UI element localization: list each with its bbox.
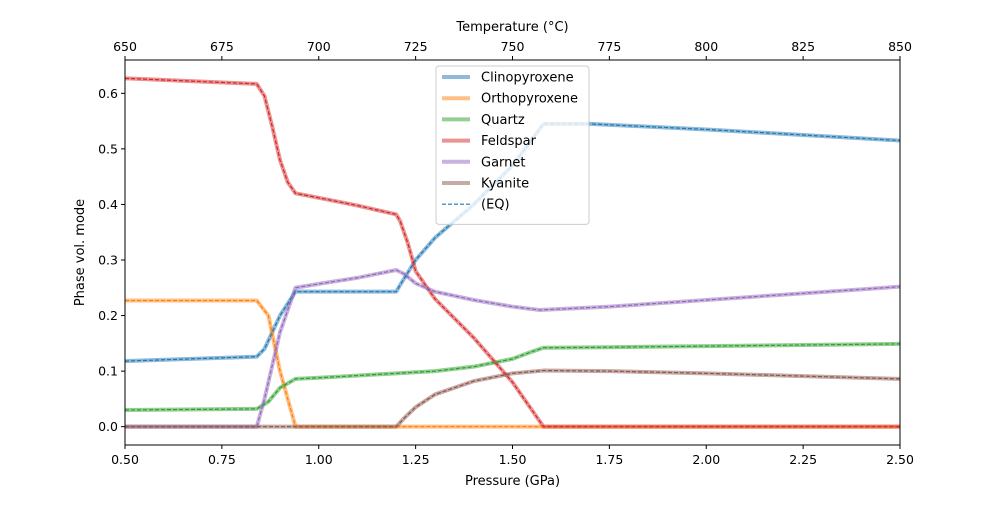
top-tick-label: 725 xyxy=(404,39,428,54)
top-tick-label: 750 xyxy=(501,39,525,54)
top-tick-label: 675 xyxy=(210,39,234,54)
top-tick-label: 800 xyxy=(694,39,718,54)
eq-line-quartz xyxy=(124,343,901,411)
x-tick-label: 1.50 xyxy=(499,452,527,467)
y-axis-title: Phase vol. mode xyxy=(73,199,88,306)
y-tick-label: 0.1 xyxy=(98,364,118,379)
x-tick-label: 0.50 xyxy=(111,452,139,467)
legend-label-feldspar: Feldspar xyxy=(481,134,537,149)
legend-frame xyxy=(435,65,590,225)
bottom-x-axis: 0.50 0.75 1.00 1.25 1.50 1.75 2.00 2.25 2.50 xyxy=(111,445,914,467)
x-tick-label: 2.00 xyxy=(692,452,720,467)
top-tick-label: 650 xyxy=(113,39,137,54)
y-tick-label: 0.0 xyxy=(98,419,118,434)
eq-line-clinopyroxene xyxy=(124,123,901,362)
eq-overlay-layer xyxy=(124,77,901,428)
eq-line-feldspar xyxy=(124,77,900,428)
y-tick-label: 0.2 xyxy=(98,308,118,323)
top-tick-label: 775 xyxy=(597,39,621,54)
x-tick-label: 1.75 xyxy=(595,452,623,467)
legend-label-garnet: Garnet xyxy=(481,155,526,170)
y-tick-label: 0.5 xyxy=(98,141,118,156)
top-tick-label: 825 xyxy=(791,39,815,54)
legend-label-quartz: Quartz xyxy=(481,113,525,128)
legend-label-eq: (EQ) xyxy=(481,198,510,213)
x-tick-label: 2.25 xyxy=(789,452,817,467)
y-tick-label: 0.3 xyxy=(98,253,118,268)
legend-label-orthopyroxene: Orthopyroxene xyxy=(481,92,578,107)
top-tick-label: 850 xyxy=(888,39,912,54)
x-tick-label: 1.25 xyxy=(402,452,430,467)
top-axis-title: Temperature (°C) xyxy=(455,20,568,35)
x-tick-label: 1.00 xyxy=(305,452,333,467)
x-tick-label: 0.75 xyxy=(208,452,236,467)
legend-label-kyanite: Kyanite xyxy=(481,177,529,192)
eq-line-garnet xyxy=(125,269,901,428)
x-axis-title: Pressure (GPa) xyxy=(465,474,560,489)
eq-line-kyanite xyxy=(125,369,901,428)
top-tick-label: 700 xyxy=(307,39,331,54)
legend-label-clinopyroxene: Clinopyroxene xyxy=(481,71,574,86)
top-x-axis: 650 675 700 725 750 775 800 825 850 xyxy=(113,39,912,60)
series-line-kyanite xyxy=(125,368,901,429)
y-tick-label: 0.6 xyxy=(98,86,118,101)
y-axis: 0.0 0.1 0.2 0.3 0.4 0.5 0.6 xyxy=(98,86,125,434)
y-tick-label: 0.4 xyxy=(98,197,118,212)
legend: Clinopyroxene Orthopyroxene Quartz Feldspar… xyxy=(435,65,590,225)
x-tick-label: 2.50 xyxy=(886,452,914,467)
series-line-garnet xyxy=(125,268,901,429)
